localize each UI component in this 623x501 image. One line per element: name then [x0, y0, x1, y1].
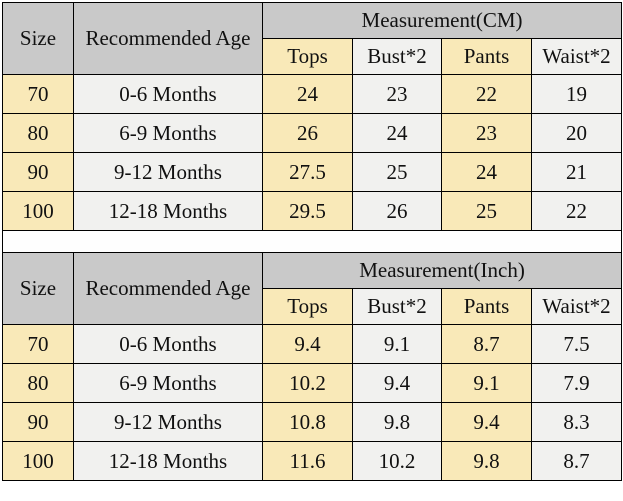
cell-waist: 22 [530, 191, 623, 231]
cell-bust: 9.4 [352, 363, 442, 403]
cell-age: 0-6 Months [73, 324, 263, 364]
inch-bust-header: Bust*2 [352, 288, 442, 325]
cell-pants: 9.8 [441, 441, 532, 481]
cell-size: 80 [2, 113, 74, 153]
cm-tops-header: Tops [262, 38, 353, 75]
table-row: 70 0-6 Months 24 23 22 19 [2, 74, 623, 114]
cell-waist: 19 [530, 74, 623, 114]
cell-tops: 9.4 [262, 324, 353, 364]
cm-age-header: Recommended Age [73, 2, 263, 75]
table-gap-row [1, 230, 623, 253]
cell-tops: 10.2 [262, 363, 353, 403]
cm-pants-header: Pants [441, 38, 532, 75]
cell-bust: 9.8 [352, 402, 442, 442]
cm-size-header: Size [2, 2, 74, 75]
cell-age: 6-9 Months [73, 113, 263, 153]
cell-tops: 24 [262, 74, 353, 114]
cell-bust: 23 [352, 74, 442, 114]
cm-measurement-header: Measurement(CM) [261, 2, 623, 39]
inch-tops-header: Tops [262, 288, 353, 325]
cell-size: 80 [2, 363, 74, 403]
cell-waist: 7.5 [530, 324, 623, 364]
table-row: 80 6-9 Months 10.2 9.4 9.1 7.9 [2, 363, 623, 403]
cell-waist: 8.3 [530, 402, 623, 442]
cell-bust: 10.2 [352, 441, 442, 481]
cell-tops: 10.8 [262, 402, 353, 442]
cell-tops: 11.6 [262, 441, 353, 481]
cell-size: 70 [2, 74, 74, 114]
cell-bust: 24 [352, 113, 442, 153]
table-row: 90 9-12 Months 27.5 25 24 21 [2, 152, 623, 192]
cell-age: 9-12 Months [73, 402, 263, 442]
cell-pants: 23 [441, 113, 532, 153]
table-row: 80 6-9 Months 26 24 23 20 [2, 113, 623, 153]
cell-pants: 9.1 [441, 363, 532, 403]
cell-bust: 25 [352, 152, 442, 192]
cell-size: 100 [2, 191, 74, 231]
inch-size-header: Size [2, 252, 74, 325]
cell-bust: 26 [352, 191, 442, 231]
table-row: 70 0-6 Months 9.4 9.1 8.7 7.5 [2, 324, 623, 364]
inch-waist-header: Waist*2 [530, 288, 623, 325]
cell-waist: 20 [530, 113, 623, 153]
cm-waist-header: Waist*2 [530, 38, 623, 75]
cell-size: 90 [2, 402, 74, 442]
inch-subheader-row: Tops Bust*2 Pants Waist*2 [3, 288, 623, 325]
cell-age: 12-18 Months [73, 441, 263, 481]
cell-bust: 9.1 [352, 324, 442, 364]
cell-waist: 21 [530, 152, 623, 192]
table-gap [1, 230, 623, 253]
cm-header-row: Size Recommended Age Measurement(CM) [2, 2, 623, 75]
cell-tops: 26 [262, 113, 353, 153]
cell-age: 12-18 Months [73, 191, 263, 231]
inch-age-header: Recommended Age [73, 252, 263, 325]
cell-pants: 8.7 [441, 324, 532, 364]
size-chart-table: Size Recommended Age Measurement(CM) Top… [1, 2, 623, 481]
cell-pants: 25 [441, 191, 532, 231]
cell-tops: 27.5 [262, 152, 353, 192]
cell-pants: 22 [441, 74, 532, 114]
cell-size: 70 [2, 324, 74, 364]
inch-pants-header: Pants [441, 288, 532, 325]
inch-measurement-header: Measurement(Inch) [261, 252, 623, 289]
cell-size: 100 [2, 441, 74, 481]
cell-pants: 24 [441, 152, 532, 192]
cell-tops: 29.5 [262, 191, 353, 231]
table-row: 90 9-12 Months 10.8 9.8 9.4 8.3 [2, 402, 623, 442]
cm-bust-header: Bust*2 [352, 38, 442, 75]
cell-waist: 7.9 [530, 363, 623, 403]
cell-age: 0-6 Months [73, 74, 263, 114]
inch-header-row: Size Recommended Age Measurement(Inch) [2, 252, 623, 325]
table-row: 100 12-18 Months 11.6 10.2 9.8 8.7 [2, 441, 623, 481]
cm-subheader-row: Tops Bust*2 Pants Waist*2 [3, 38, 623, 75]
cell-pants: 9.4 [441, 402, 532, 442]
cell-size: 90 [2, 152, 74, 192]
cell-waist: 8.7 [530, 441, 623, 481]
cell-age: 9-12 Months [73, 152, 263, 192]
table-row: 100 12-18 Months 29.5 26 25 22 [2, 191, 623, 231]
cell-age: 6-9 Months [73, 363, 263, 403]
